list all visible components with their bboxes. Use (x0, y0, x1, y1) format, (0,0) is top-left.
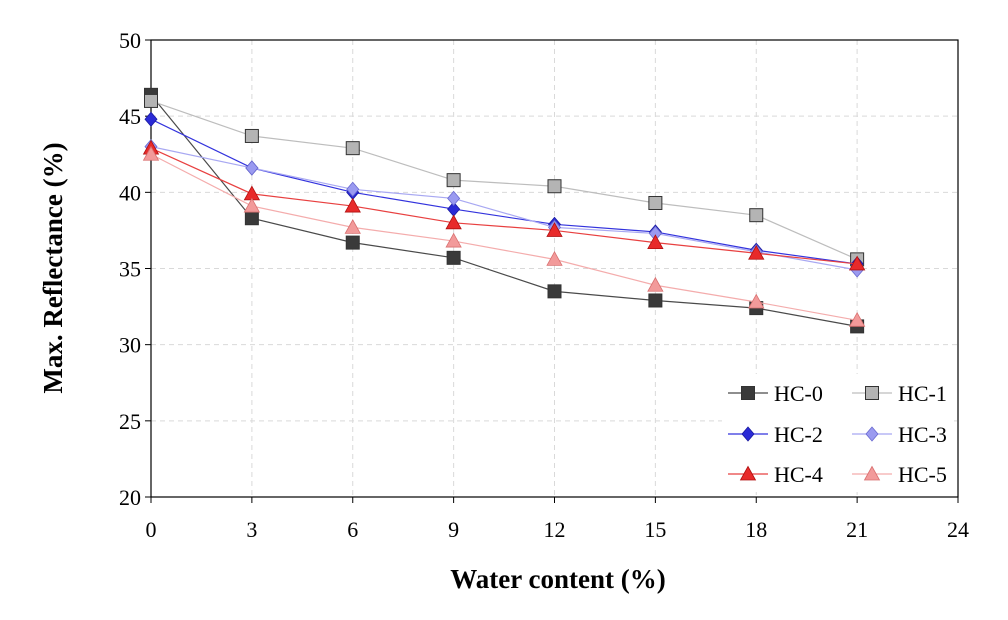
y-axis-ticks: 20 25 30 35 40 45 50 (119, 28, 151, 510)
legend-marker (741, 386, 755, 400)
data-point-hc-1 (547, 179, 562, 194)
legend-item-hc-5: HC-5 (852, 462, 947, 487)
y-tick-label: 30 (119, 333, 141, 358)
legend-background (722, 374, 954, 492)
data-point-hc-4 (344, 197, 361, 213)
legend-label: HC-4 (774, 462, 823, 487)
data-point-hc-1 (749, 208, 764, 223)
legend-item-hc-1: HC-1 (852, 381, 947, 406)
data-point-hc-4 (848, 255, 866, 271)
series-line-hc-1 (150, 100, 858, 260)
legend-label: HC-2 (774, 422, 823, 447)
legend-label: HC-5 (898, 462, 947, 487)
series-hc-4 (142, 139, 866, 271)
x-tick-label: 0 (146, 517, 157, 542)
x-axis-ticks: 0 3 6 9 12 15 18 21 24 (146, 497, 969, 542)
x-tick-label: 24 (947, 517, 969, 542)
legend-marker (863, 465, 881, 481)
data-point-hc-3 (245, 160, 259, 176)
data-point-hc-5 (546, 251, 563, 266)
legend-item-hc-3: HC-3 (852, 422, 947, 447)
data-point-hc-4 (748, 244, 765, 260)
x-tick-label: 3 (246, 517, 257, 542)
y-tick-label: 45 (119, 104, 141, 129)
legend-item-hc-0: HC-0 (728, 381, 823, 406)
legend-item-hc-2: HC-2 (728, 422, 823, 447)
data-point-hc-1 (244, 128, 259, 143)
legend-label: HC-0 (774, 381, 823, 406)
data-point-hc-0 (648, 293, 663, 308)
legend-marker (865, 426, 879, 442)
data-point-hc-0 (244, 211, 259, 226)
x-axis-label: Water content (%) (450, 564, 665, 594)
data-point-hc-4 (546, 222, 563, 237)
legend-marker (741, 426, 755, 442)
x-tick-label: 12 (544, 517, 566, 542)
x-tick-label: 6 (347, 517, 358, 542)
data-point-hc-0 (345, 235, 360, 250)
series-line-hc-0 (150, 94, 858, 327)
series-hc-1 (144, 93, 865, 267)
data-point-hc-5 (647, 276, 664, 292)
legend-marker (739, 465, 757, 481)
data-point-hc-5 (748, 293, 765, 309)
y-axis-label: Max. Reflectance (%) (38, 142, 68, 393)
data-point-hc-1 (345, 141, 360, 156)
y-tick-label: 35 (119, 257, 141, 282)
series-line-hc-4 (150, 147, 858, 265)
series-hc-5 (142, 145, 866, 327)
y-tick-label: 20 (119, 485, 141, 510)
y-tick-label: 50 (119, 28, 141, 53)
legend-item-hc-4: HC-4 (728, 462, 823, 487)
data-point-hc-0 (446, 250, 461, 265)
x-tick-label: 15 (644, 517, 666, 542)
data-point-hc-1 (144, 93, 158, 108)
x-tick-label: 18 (745, 517, 767, 542)
legend: HC-0 HC-1 HC-2 HC-3 HC-4 HC-5 (728, 381, 947, 487)
x-tick-label: 21 (846, 517, 868, 542)
data-point-hc-4 (647, 234, 664, 250)
data-point-hc-5 (243, 197, 261, 213)
series-line-hc-3 (150, 146, 858, 271)
legend-marker (865, 386, 879, 400)
y-tick-label: 40 (119, 180, 141, 205)
data-point-hc-3 (447, 190, 461, 207)
legend-label: HC-3 (898, 422, 947, 447)
data-point-hc-1 (648, 195, 663, 210)
series-group (142, 87, 866, 334)
data-point-hc-1 (446, 173, 461, 188)
data-point-hc-5 (445, 232, 462, 248)
y-tick-label: 25 (119, 409, 141, 434)
legend-label: HC-1 (898, 381, 947, 406)
data-point-hc-5 (848, 311, 866, 327)
data-point-hc-0 (547, 284, 562, 299)
data-point-hc-3 (346, 181, 360, 197)
data-point-hc-5 (142, 145, 160, 161)
series-line-hc-5 (150, 153, 858, 321)
x-tick-label: 9 (448, 517, 459, 542)
data-point-hc-5 (344, 219, 361, 234)
data-point-hc-2 (144, 111, 158, 127)
data-point-hc-4 (445, 214, 462, 230)
